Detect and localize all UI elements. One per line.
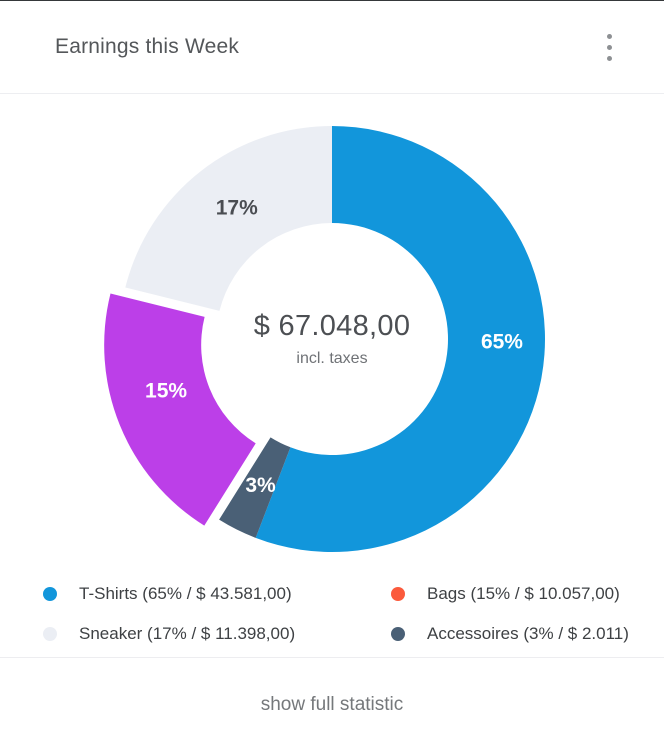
slice-label-sneaker: 17% (216, 196, 258, 219)
donut-slice-accessoires[interactable] (219, 437, 291, 538)
kebab-menu-icon (607, 33, 612, 61)
page-title: Earnings this Week (55, 35, 240, 58)
donut-slice-sneaker[interactable] (125, 126, 332, 311)
legend-dot-tshirts (43, 587, 57, 601)
slice-label-accessoires: 3% (245, 474, 276, 497)
legend-item-accessoires[interactable]: Accessoires (3% / $ 2.011) (391, 617, 664, 651)
donut-slice-tshirts[interactable] (255, 126, 546, 552)
legend-label-accessoires: Accessoires (3% / $ 2.011) (427, 624, 629, 643)
legend-item-bags[interactable]: Bags (15% / $ 10.057,00) (391, 577, 664, 611)
legend-dot-bags (391, 587, 405, 601)
legend-dot-sneaker (43, 627, 57, 641)
chart-area: 65% 3% 15% 17% $ 67.048,00 incl. taxes (0, 94, 664, 565)
legend-dot-accessoires (391, 627, 405, 641)
card-header: Earnings this Week (0, 1, 664, 94)
kebab-menu-button[interactable] (601, 28, 618, 67)
slice-label-tshirts: 65% (481, 330, 523, 353)
donut-slice-bags[interactable] (104, 293, 256, 526)
legend-item-sneaker[interactable]: Sneaker (17% / $ 11.398,00) (43, 617, 391, 651)
donut-chart: 65% 3% 15% 17% (104, 126, 546, 552)
window-top-edge (0, 0, 664, 1)
slice-label-bags: 15% (145, 380, 187, 403)
show-full-statistic-link[interactable]: show full statistic (260, 694, 404, 715)
legend-label-sneaker: Sneaker (17% / $ 11.398,00) (79, 624, 296, 643)
card-footer: show full statistic (0, 657, 664, 752)
legend-label-bags: Bags (15% / $ 10.057,00) (427, 584, 620, 603)
legend: T-Shirts (65% / $ 43.581,00) Bags (15% /… (0, 565, 664, 657)
legend-item-tshirts[interactable]: T-Shirts (65% / $ 43.581,00) (43, 577, 391, 611)
legend-label-tshirts: T-Shirts (65% / $ 43.581,00) (79, 584, 292, 603)
